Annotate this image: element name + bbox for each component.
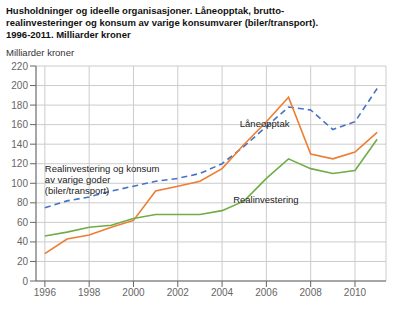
- html-text:Milliarder kroner: Milliarder kroner: [6, 46, 75, 58]
- svg-text:120: 120: [11, 158, 28, 169]
- svg-text:20: 20: [17, 256, 29, 267]
- svg-text:Låneopptak: Låneopptak: [240, 117, 290, 128]
- svg-text:200: 200: [11, 80, 28, 91]
- svg-text:2008: 2008: [300, 287, 323, 298]
- svg-text:180: 180: [11, 99, 28, 110]
- svg-text:2004: 2004: [211, 287, 234, 298]
- svg-text:80: 80: [17, 197, 29, 208]
- svg-text:2006: 2006: [255, 287, 278, 298]
- html-text:Husholdninger og ideelle organ: Husholdninger og ideelle organisasjoner.…: [6, 5, 318, 40]
- svg-text:Realinvestering: Realinvestering: [233, 193, 298, 204]
- svg-text:Realinvestering og konsumav va: Realinvestering og konsumav varige goder…: [45, 163, 160, 196]
- svg-text:2002: 2002: [167, 287, 190, 298]
- svg-text:220: 220: [11, 60, 28, 71]
- svg-text:160: 160: [11, 119, 28, 130]
- svg-text:2000: 2000: [122, 287, 145, 298]
- svg-text:0: 0: [22, 275, 28, 286]
- svg-text:1996: 1996: [34, 287, 57, 298]
- svg-text:100: 100: [11, 177, 28, 188]
- svg-text:40: 40: [17, 236, 29, 247]
- svg-text:2010: 2010: [344, 287, 367, 298]
- svg-text:60: 60: [17, 217, 29, 228]
- svg-text:140: 140: [11, 138, 28, 149]
- svg-text:1998: 1998: [78, 287, 101, 298]
